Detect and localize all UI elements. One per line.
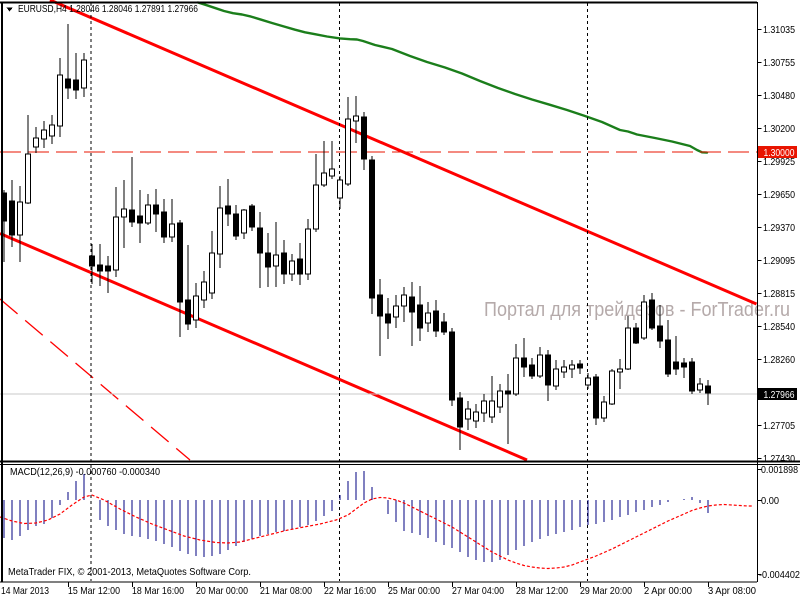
svg-text:3 Apr 08:00: 3 Apr 08:00 (708, 585, 756, 597)
svg-text:EURUSD,H4 1.28046 1.28046 1.27: EURUSD,H4 1.28046 1.28046 1.27891 1.2796… (18, 3, 198, 15)
svg-text:25 Mar 00:00: 25 Mar 00:00 (388, 585, 440, 597)
svg-text:18 Mar 16:00: 18 Mar 16:00 (132, 585, 184, 597)
svg-text:14 Mar 2013: 14 Mar 2013 (1, 585, 49, 597)
svg-text:1.29370: 1.29370 (763, 222, 795, 234)
svg-text:22 Mar 16:00: 22 Mar 16:00 (324, 585, 376, 597)
svg-text:Портал для трейдеров - ForTrad: Портал для трейдеров - ForTrader.ru (484, 299, 790, 321)
svg-text:-0.004402: -0.004402 (759, 569, 800, 581)
svg-text:1.30480: 1.30480 (763, 90, 795, 102)
svg-text:0.001898: 0.001898 (761, 464, 798, 476)
svg-text:MetaTrader FIX, © 2001-2013, M: MetaTrader FIX, © 2001-2013, MetaQuotes … (8, 566, 251, 578)
svg-text:29 Mar 20:00: 29 Mar 20:00 (580, 585, 632, 597)
svg-text:20 Mar 00:00: 20 Mar 00:00 (196, 585, 248, 597)
svg-text:28 Mar 12:00: 28 Mar 12:00 (516, 585, 568, 597)
svg-text:0.00: 0.00 (761, 495, 779, 507)
svg-text:1.28260: 1.28260 (763, 354, 795, 366)
svg-text:1.27705: 1.27705 (763, 420, 795, 432)
svg-text:1.29925: 1.29925 (763, 156, 795, 168)
svg-text:1.27430: 1.27430 (763, 453, 795, 465)
svg-text:21 Mar 08:00: 21 Mar 08:00 (260, 585, 312, 597)
svg-text:1.31035: 1.31035 (763, 24, 795, 36)
svg-text:1.30200: 1.30200 (763, 123, 795, 135)
svg-text:1.30755: 1.30755 (763, 57, 795, 69)
svg-text:2 Apr 00:00: 2 Apr 00:00 (644, 585, 692, 597)
svg-text:1.28815: 1.28815 (763, 288, 795, 300)
svg-text:1.29650: 1.29650 (763, 189, 795, 201)
svg-text:1.29095: 1.29095 (763, 255, 795, 267)
svg-text:1.28540: 1.28540 (763, 321, 795, 333)
svg-text:1.30000: 1.30000 (764, 147, 795, 159)
svg-text:1.27966: 1.27966 (764, 389, 795, 401)
svg-text:27 Mar 04:00: 27 Mar 04:00 (452, 585, 504, 597)
svg-text:15 Mar 12:00: 15 Mar 12:00 (68, 585, 120, 597)
svg-text:MACD(12,26,9) -0.000760 -0.000: MACD(12,26,9) -0.000760 -0.000340 (10, 466, 160, 478)
